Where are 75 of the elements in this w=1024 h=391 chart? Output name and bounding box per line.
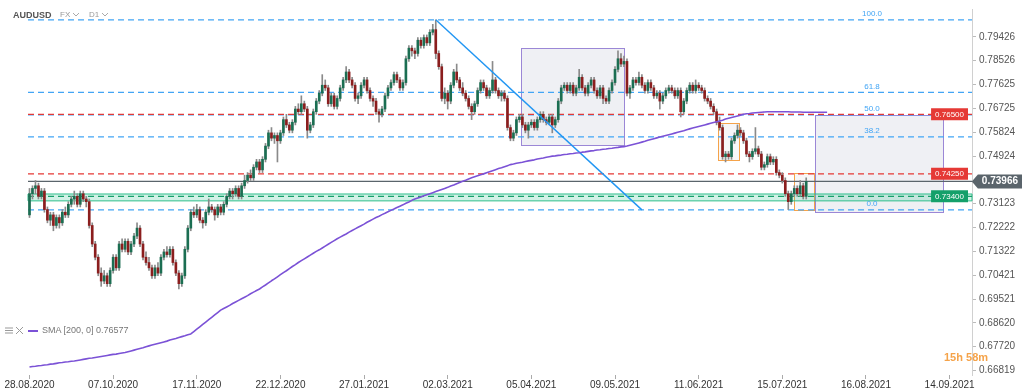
annotation: FX (60, 10, 71, 19)
x-tick-label: 28.08.2020 (4, 378, 55, 390)
y-tick-label: 0.74924 (979, 149, 1016, 161)
candlestick (55, 214, 58, 229)
annotation: 0.0 (866, 199, 879, 209)
chart-title: AUDUSD (13, 10, 52, 20)
candlestick (28, 188, 31, 218)
annotation: 50.0 (864, 104, 881, 114)
annotation: 100.0 (861, 9, 883, 19)
candlestick (52, 211, 55, 232)
candlestick (527, 121, 530, 139)
y-tick-label: 0.68620 (979, 316, 1016, 328)
candlestick (72, 190, 76, 205)
x-tick-label: 15.07.2021 (757, 378, 808, 390)
y-tick-label: 0.78526 (979, 54, 1016, 66)
y-tick-label: 0.79426 (979, 30, 1016, 42)
candlestick (37, 182, 40, 200)
candlestick (219, 203, 223, 216)
candlestick (769, 153, 772, 165)
annotation: D1 (89, 10, 100, 19)
candlestick (34, 180, 37, 195)
ref-line-label: 0.73966 (981, 175, 1019, 187)
y-tick-label: 0.73123 (979, 197, 1016, 209)
annotation: 61.8 (864, 81, 881, 91)
candlestick (694, 79, 697, 94)
candlestick (500, 90, 503, 102)
y-tick-label: 0.67720 (979, 340, 1016, 352)
x-tick-label: 27.01.2021 (339, 378, 390, 390)
candlestick (276, 132, 279, 163)
candlestick (766, 153, 769, 168)
candlestick (300, 95, 303, 115)
candlestick (58, 214, 61, 229)
candlestick (231, 188, 234, 200)
x-tick-label: 07.10.2020 (88, 378, 139, 390)
x-tick-label: 11.06.2021 (674, 378, 724, 390)
candlestick (697, 82, 700, 91)
candlestick (249, 169, 252, 181)
x-tick-label: 09.05.2021 (589, 378, 641, 390)
candlestick (703, 87, 706, 102)
candlestick (40, 188, 43, 200)
ref-line-label: 0.74250 (935, 169, 965, 179)
candlestick (61, 209, 64, 226)
y-tick-label: 0.77625 (979, 78, 1016, 90)
candlestick (691, 82, 695, 94)
candlestick (270, 127, 273, 142)
candlestick (730, 137, 733, 160)
x-tick-label: 14.09.2021 (924, 378, 976, 390)
y-tick-label: 0.72222 (979, 221, 1016, 233)
y-tick-label: 0.71322 (979, 245, 1016, 257)
annotation: 38.2 (864, 126, 881, 136)
y-tick-label: 0.76725 (979, 102, 1016, 114)
legend-label: SMA [200, 0] 0.76577 (42, 325, 129, 336)
candlestick (237, 185, 240, 200)
candlestick (727, 151, 730, 160)
candlestick (258, 158, 261, 173)
y-tick-label: 0.69521 (979, 292, 1016, 304)
candlestick (234, 185, 237, 197)
candlestick (49, 211, 52, 226)
x-tick-label: 22.12.2020 (255, 378, 306, 390)
y-tick-label: 0.75824 (979, 125, 1016, 137)
y-tick-label: 0.70421 (979, 268, 1016, 280)
candlestick (533, 119, 536, 131)
candlestick (297, 103, 300, 115)
y-tick-label: 0.66819 (979, 364, 1016, 376)
candlestick (775, 156, 778, 176)
annotation: 15h 58m (944, 351, 989, 363)
ref-line-label: 0.73400 (935, 191, 965, 201)
candlestick (273, 132, 276, 144)
x-tick-label: 17.11.2020 (172, 378, 222, 390)
candlestick (485, 84, 488, 99)
ref-line-label: 0.76500 (935, 109, 965, 119)
x-tick-label: 05.04.2021 (506, 378, 557, 390)
x-tick-label: 02.03.2021 (422, 378, 474, 390)
candlestick (724, 151, 727, 163)
x-tick-label: 16.08.2021 (840, 378, 892, 390)
